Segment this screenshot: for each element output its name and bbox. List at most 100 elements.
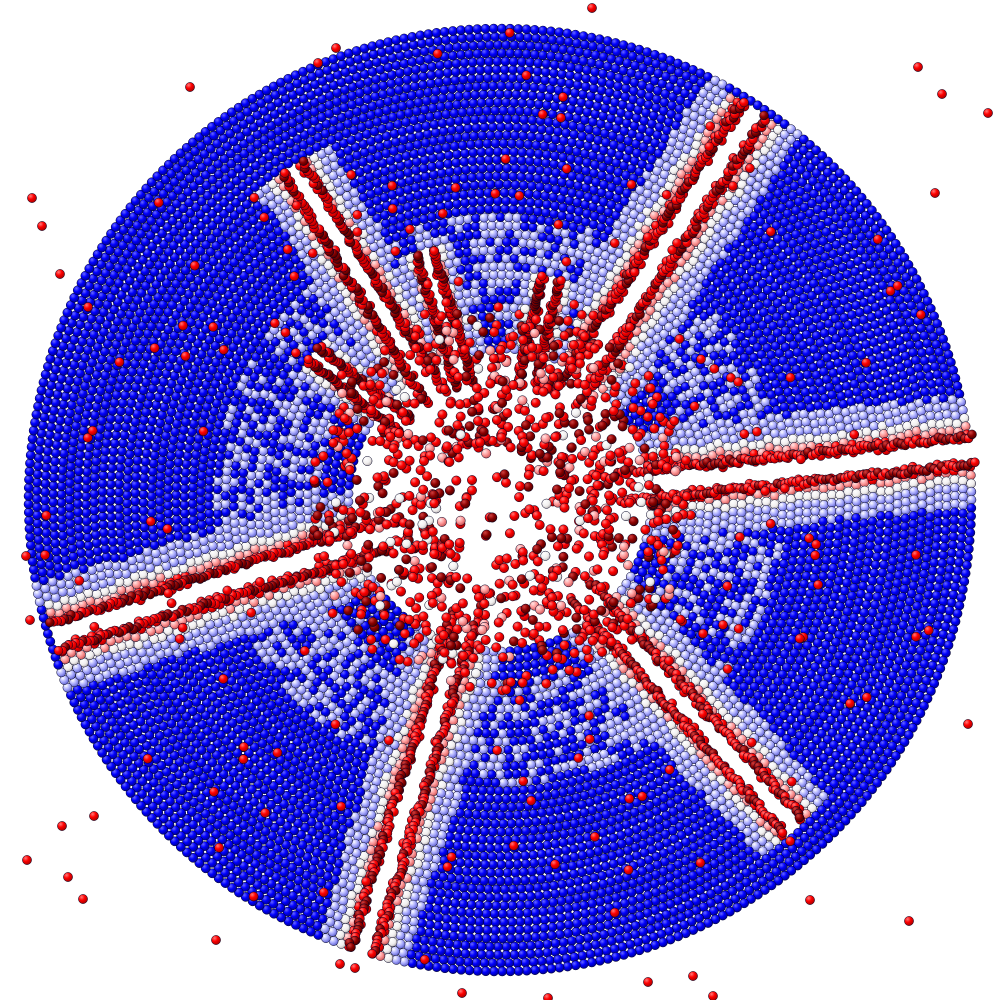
disk-particle — [817, 416, 828, 427]
disk-particle — [479, 851, 489, 862]
disk-particle — [256, 454, 267, 464]
disk-particle — [477, 834, 488, 845]
disk-particle — [468, 842, 479, 853]
disk-particle — [451, 174, 461, 185]
disk-particle — [567, 861, 578, 871]
disk-particle — [481, 818, 492, 829]
disk-particle — [534, 256, 544, 267]
disk-particle — [335, 485, 346, 496]
disk-particle — [205, 467, 216, 478]
disk-particle — [482, 777, 493, 788]
disk-particle — [509, 253, 520, 264]
disk-particle — [553, 235, 564, 245]
disk-particle — [494, 179, 504, 190]
disk-particle — [495, 704, 506, 714]
disk-particle — [475, 171, 486, 182]
disk-particle — [792, 523, 803, 534]
disk-particle — [502, 163, 512, 173]
disk-particle — [146, 499, 157, 510]
disk-particle — [204, 492, 214, 502]
disk-particle — [269, 491, 280, 501]
disk-particle — [851, 504, 862, 515]
disk-particle — [527, 743, 538, 753]
disk-particle — [447, 823, 457, 834]
disk-particle — [217, 549, 228, 560]
disk-particle — [454, 741, 465, 752]
disk-particle — [722, 442, 733, 452]
disk-particle — [786, 494, 796, 504]
disk-particle — [470, 850, 481, 861]
disk-particle — [262, 520, 273, 530]
disk-particle — [253, 478, 264, 489]
disk-particle — [496, 228, 507, 239]
disk-particle — [132, 455, 143, 466]
disk-particle — [503, 703, 514, 714]
disk-particle — [378, 658, 388, 669]
disk-particle — [775, 534, 785, 545]
disk-particle — [430, 845, 440, 856]
disk-particle — [414, 842, 424, 853]
disk-particle — [487, 220, 497, 231]
disk-particle — [499, 187, 510, 198]
disk-particle — [482, 802, 493, 812]
disk-particle — [228, 501, 239, 512]
disk-particle — [212, 484, 223, 495]
disk-particle — [204, 500, 214, 511]
disk-particle — [509, 794, 520, 804]
disk-particle — [517, 842, 528, 853]
disk-particle — [470, 743, 481, 754]
disk-particle — [253, 486, 264, 497]
disk-particle — [138, 481, 149, 491]
disk-particle — [397, 641, 408, 652]
disk-particle — [479, 810, 490, 821]
disk-particle — [186, 426, 197, 437]
disk-particle — [784, 417, 794, 428]
disk-particle — [481, 728, 491, 739]
disk-particle — [494, 786, 504, 796]
disk-particle — [810, 498, 821, 509]
disk-particle — [508, 204, 519, 215]
disk-particle — [857, 534, 868, 545]
disk-particle — [818, 516, 828, 527]
disk-particle — [858, 526, 869, 537]
disk-particle — [792, 531, 802, 542]
disk-particle — [463, 858, 474, 869]
disk-particle — [505, 662, 516, 673]
disk-particle — [171, 498, 182, 509]
disk-particle — [431, 236, 442, 247]
disk-particle — [462, 247, 473, 257]
disk-particle — [511, 711, 522, 722]
disk-particle — [443, 150, 454, 161]
disk-particle — [245, 503, 255, 513]
disk-particle — [237, 500, 247, 511]
disk-particle — [785, 510, 796, 521]
disk-particle — [532, 206, 543, 217]
disk-particle — [245, 511, 256, 522]
disk-particle — [434, 177, 445, 187]
disk-particle — [802, 499, 813, 510]
disk-particle — [454, 248, 465, 259]
disk-particle — [637, 353, 647, 363]
disk-particle — [524, 172, 535, 183]
disk-particle — [515, 801, 525, 812]
disk-particle — [501, 761, 512, 772]
disk-particle — [511, 245, 522, 256]
disk-particle — [130, 496, 141, 507]
disk-particle — [256, 535, 267, 546]
disk-particle — [517, 147, 528, 158]
disk-particle — [512, 752, 523, 763]
disk-particle — [449, 815, 459, 826]
disk-particle — [478, 221, 489, 231]
disk-particle — [213, 525, 224, 536]
disk-particle — [136, 561, 147, 572]
disk-particle — [149, 450, 160, 461]
disk-particle — [488, 269, 499, 280]
disk-particle — [470, 279, 481, 290]
disk-particle — [493, 843, 504, 854]
disk-particle — [475, 204, 486, 215]
disk-particle — [818, 483, 829, 494]
disk-particle — [490, 802, 501, 813]
disk-particle — [542, 199, 552, 210]
disk-particle — [217, 443, 227, 454]
disk-particle — [147, 474, 158, 485]
